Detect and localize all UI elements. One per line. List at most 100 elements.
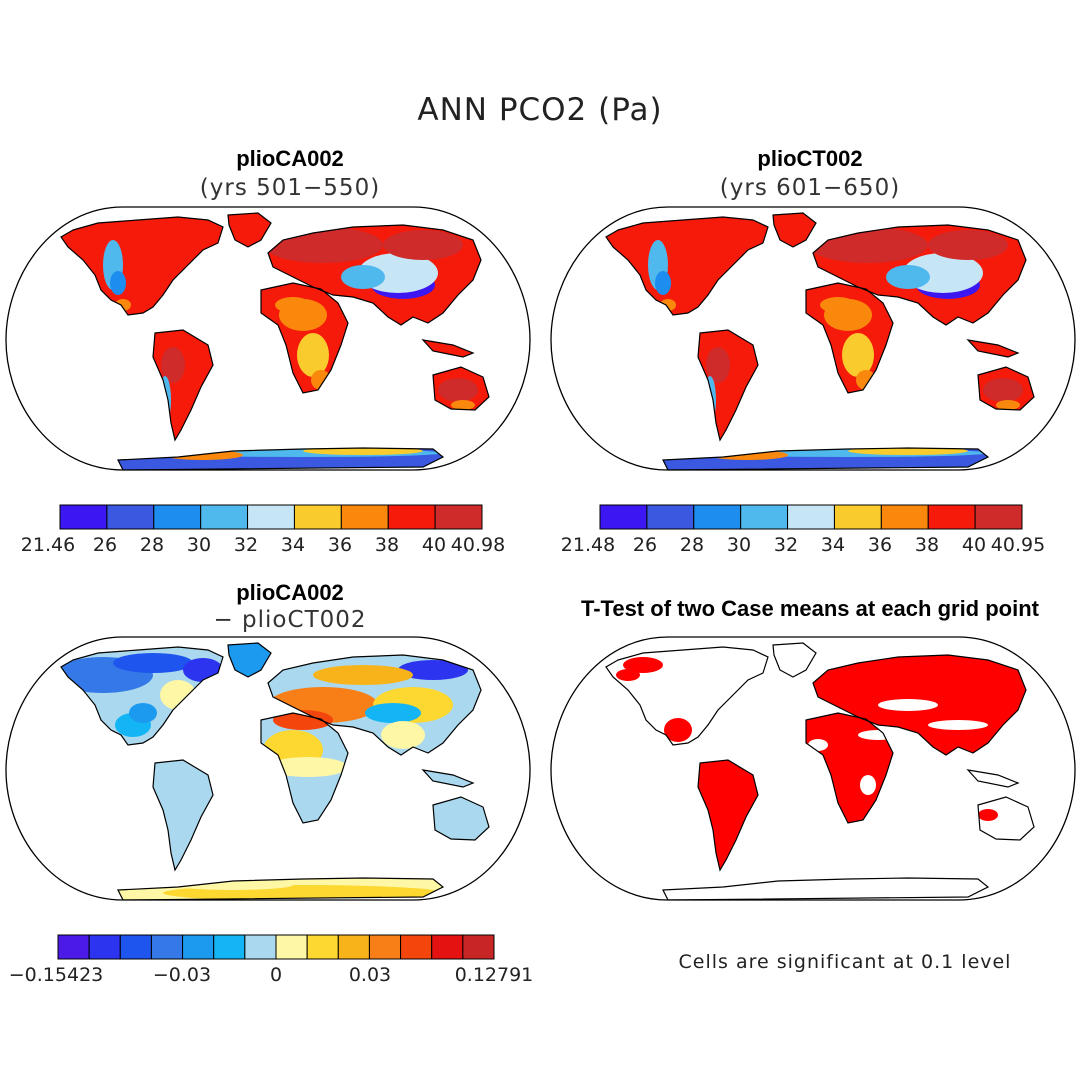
colorbar-tick-label: −0.03: [153, 964, 211, 986]
field-patch: [706, 347, 730, 383]
colorbar-swatch: [462, 934, 495, 960]
field-patch: [263, 227, 383, 263]
colorbar-tick-label: 38: [915, 534, 939, 556]
land-greenland: [773, 213, 816, 247]
field-patch: [623, 657, 663, 673]
colorbar-swatch: [119, 934, 152, 960]
land-greenland: [228, 643, 271, 677]
field-patch: [808, 227, 928, 263]
colorbar-bottom-left: −0.15423 −0.03 0 0.03 0.12791: [9, 934, 534, 986]
coastline: [772, 642, 817, 678]
colorbar-tick-label: 30: [727, 534, 751, 556]
colorbar-swatch: [787, 504, 835, 530]
field-patch: [275, 297, 311, 313]
colorbar-tick-label: 40: [962, 534, 986, 556]
land-southAmerica: [153, 330, 213, 440]
field-patch: [313, 665, 413, 685]
land-southAmerica: [153, 760, 213, 870]
map-content: [605, 212, 1035, 470]
land-greenland: [228, 213, 271, 247]
field-patch: [820, 297, 856, 313]
panel-title-top-right: plioCT002: [757, 146, 863, 171]
field-patch: [341, 265, 385, 289]
coastlines: [60, 212, 490, 470]
land-indonesia: [423, 340, 473, 357]
coastline: [805, 712, 894, 824]
colorbar-tick-label: 0.12791: [455, 964, 534, 986]
coastline: [977, 366, 1035, 411]
field-patch: [704, 376, 716, 424]
field-patch: [383, 230, 463, 260]
field-patch: [860, 775, 876, 795]
field-patch: [159, 376, 171, 424]
colorbar-swatch: [974, 504, 1023, 530]
coastline: [260, 282, 349, 394]
coastline: [421, 339, 475, 358]
field-patch: [983, 378, 1023, 402]
colorbar-swatch: [88, 934, 121, 960]
colorbar-tick-label: 28: [680, 534, 704, 556]
colorbar-swatch: [275, 934, 308, 960]
colorbar-swatch: [927, 504, 976, 530]
coastline: [432, 796, 490, 841]
colorbar-swatch: [106, 504, 155, 530]
land-southAmerica: [698, 330, 758, 440]
coastline: [772, 212, 817, 248]
coastline: [227, 212, 272, 248]
field-patch: [808, 739, 828, 751]
coastline: [966, 769, 1020, 788]
colorbar-swatch: [306, 934, 339, 960]
colorbar-tick-label: 36: [868, 534, 892, 556]
colorbar-tick-label: 34: [281, 534, 305, 556]
coastline: [260, 712, 349, 824]
map-frame: [550, 206, 1076, 471]
map-frame: [5, 206, 531, 471]
field-patch: [113, 653, 193, 673]
colorbar-tick-label: 40.98: [451, 534, 505, 556]
colorbar-swatch: [434, 504, 483, 530]
colorbar-swatch: [213, 934, 246, 960]
field-patch: [381, 721, 425, 749]
land-africa: [806, 713, 893, 823]
colorbar-swatch: [200, 504, 249, 530]
colorbar-swatch: [244, 934, 277, 960]
colorbar-swatch: [150, 934, 184, 960]
field-patch: [268, 757, 348, 777]
colorbar-tick-label: 32: [234, 534, 258, 556]
land-antarctica: [663, 878, 988, 900]
panel-title-bottom-right: T-Test of two Case means at each grid po…: [580, 596, 1039, 621]
colorbar-swatch: [400, 934, 433, 960]
panel-title-top-left: plioCA002: [236, 146, 344, 171]
colorbar-swatch: [693, 504, 742, 530]
coastline: [432, 366, 490, 411]
colorbar-swatch: [740, 504, 789, 530]
map-bottom-right: [550, 636, 1076, 901]
coastline: [152, 329, 214, 442]
map-top-right: [550, 206, 1076, 471]
colorbar-swatch: [387, 504, 436, 530]
panel-subtitle-bottom-left: − plioCT002: [213, 607, 367, 633]
colorbar-tick-label: 30: [187, 534, 211, 556]
map-content: [60, 642, 490, 900]
colorbar-tick-label: 0.03: [349, 964, 391, 986]
map-content: [605, 642, 1035, 900]
land-northAmerica: [606, 217, 768, 315]
panel-subtitle-top-right: (yrs 601−650): [719, 175, 901, 201]
coastline: [697, 329, 759, 442]
field-patch: [115, 299, 131, 311]
field-patch: [978, 809, 998, 821]
panel-title-bottom-left: plioCA002: [236, 580, 344, 605]
colorbar-swatch: [337, 934, 370, 960]
field-patch: [161, 347, 185, 383]
field-patch: [878, 699, 938, 711]
colorbar-tick-label: 38: [375, 534, 399, 556]
field-patch: [886, 265, 930, 289]
land-australia: [978, 797, 1034, 840]
colorbar-tick-label: 21.48: [561, 534, 615, 556]
coastline: [966, 339, 1020, 358]
coastline: [117, 447, 445, 470]
coastline: [605, 216, 769, 316]
coastlines: [605, 642, 1035, 900]
colorbar-swatch: [59, 504, 108, 530]
colorbar-swatch: [833, 504, 882, 530]
